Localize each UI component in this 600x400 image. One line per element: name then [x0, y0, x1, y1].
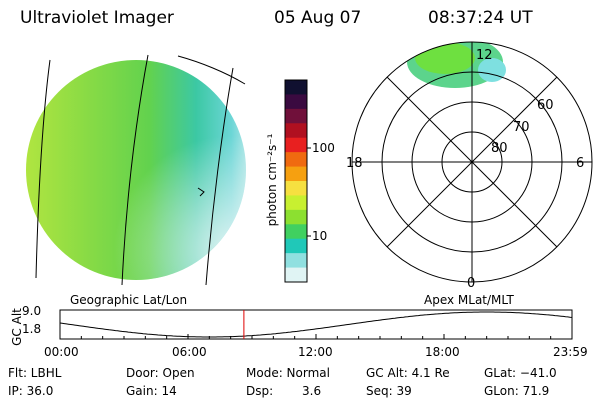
status-mode: Mode: Normal — [246, 366, 330, 380]
mlt-label-6: 6 — [576, 156, 585, 171]
timeline-xtick-2359: 23:59 — [553, 345, 588, 359]
apex-title: Apex MLat/MLT — [424, 293, 514, 307]
mlat-label-70: 70 — [513, 120, 530, 135]
mlt-label-18: 18 — [346, 156, 363, 171]
status-dsp-label: Dsp: — [246, 384, 274, 398]
status-flt: Flt: LBHL — [8, 366, 62, 380]
timeline-xtick-0600: 06:00 — [172, 345, 207, 359]
timeline-xtick-1200: 12:00 — [298, 345, 333, 359]
colorbar-segment — [285, 80, 307, 95]
colorbar-segment — [285, 209, 307, 225]
colorbar-segment — [285, 123, 307, 139]
mlat-label-80: 80 — [491, 141, 508, 156]
geographic-title: Geographic Lat/Lon — [70, 293, 188, 307]
status-gain: Gain: 14 — [126, 384, 177, 398]
colorbar-segment — [285, 152, 307, 168]
time-label: 08:37:24 UT — [428, 8, 533, 28]
colorbar-segment — [285, 238, 307, 254]
colorbar-segment — [285, 181, 307, 196]
colorbar-tick-10: 10 — [312, 229, 328, 243]
colorbar-segment — [285, 166, 307, 182]
colorbar-segment — [285, 94, 307, 110]
mlat-label-60: 60 — [537, 98, 554, 113]
timeline-xtick-1800: 18:00 — [425, 345, 460, 359]
date-label: 05 Aug 07 — [274, 8, 362, 28]
timeline-xtick-0000: 00:00 — [44, 345, 79, 359]
status-glon: GLon: 71.9 — [484, 384, 550, 398]
status-dsp-value: 3.6 — [302, 384, 322, 398]
status-door: Door: Open — [126, 366, 195, 380]
colorbar-segment — [285, 253, 307, 269]
colorbar-tick-100: 100 — [312, 141, 335, 155]
mlt-label-0: 0 — [467, 276, 476, 291]
colorbar-segment — [285, 137, 307, 153]
timeline-ytick-top: 9.0 — [22, 304, 42, 318]
colorbar-segment — [285, 108, 307, 124]
status-ip: IP: 36.0 — [8, 384, 54, 398]
colorbar-segment — [285, 195, 307, 211]
colorbar-segment — [285, 224, 307, 240]
status-gc-alt: GC Alt: 4.1 Re — [366, 366, 450, 380]
colorbar-segment — [285, 267, 307, 283]
mlt-label-12: 12 — [476, 48, 493, 63]
instrument-title: Ultraviolet Imager — [20, 8, 174, 28]
status-seq: Seq: 39 — [366, 384, 412, 398]
timeline-ytick-bottom: 1.8 — [22, 322, 42, 336]
status-glat: GLat: −41.0 — [484, 366, 557, 380]
